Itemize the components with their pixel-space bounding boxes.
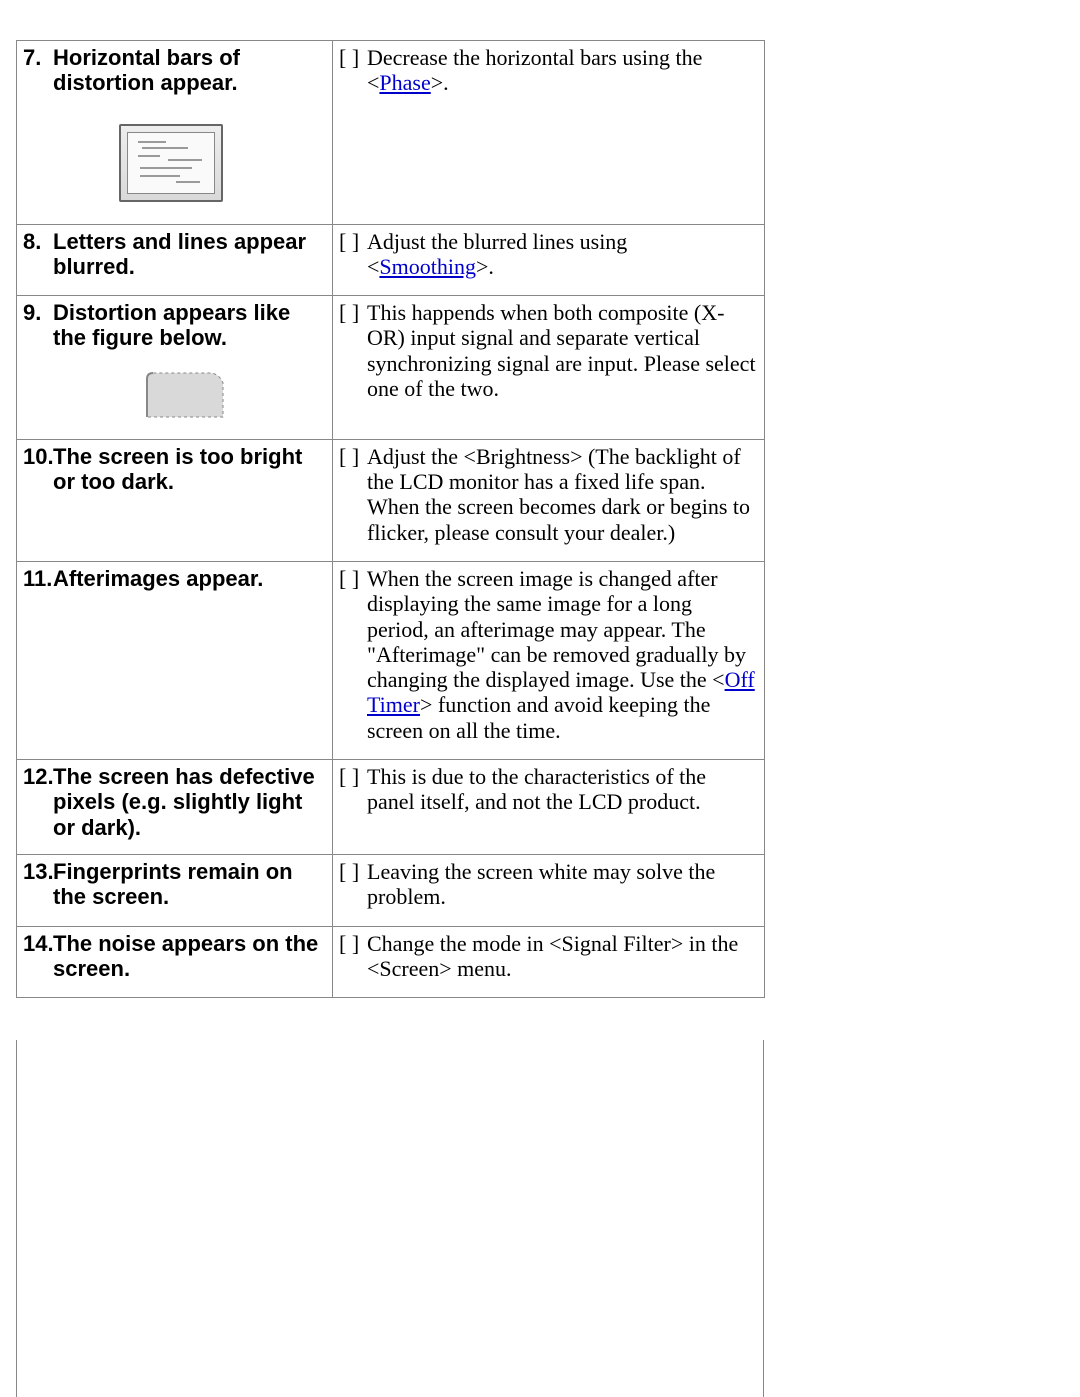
checkbox-marker: [ ] [339,45,367,96]
solution-text-post: >. [431,70,449,95]
problem-text: Distortion appears like the figure below… [53,300,326,351]
solution-cell: [ ]When the screen image is changed afte… [333,561,765,759]
problem-number: 12. [23,764,53,840]
solution-cell: [ ]Decrease the horizontal bars using th… [333,41,765,225]
problem-cell: 10.The screen is too bright or too dark. [17,439,333,561]
solution-text-pre: Leaving the screen white may solve the p… [367,859,715,909]
problem-text: The noise appears on the screen. [53,931,326,982]
table-row: 7.Horizontal bars of distortion appear.[… [17,41,765,225]
solution-text: This is due to the characteristics of th… [367,764,758,815]
right-border-extension [763,1040,764,1397]
solution-link[interactable]: Smoothing [379,254,476,279]
problem-number: 10. [23,444,53,495]
problem-number: 13. [23,859,53,910]
table-row: 14.The noise appears on the screen.[ ]Ch… [17,926,765,998]
solution-text-pre: This happends when both composite (X-OR)… [367,300,756,401]
problem-text: The screen is too bright or too dark. [53,444,326,495]
horizontal-bars-monitor-icon [119,124,223,202]
solution-text-pre: When the screen image is changed after d… [367,566,746,692]
table-row: 10.The screen is too bright or too dark.… [17,439,765,561]
problem-text: The screen has defective pixels (e.g. sl… [53,764,326,840]
checkbox-marker: [ ] [339,444,367,545]
solution-text: This happends when both composite (X-OR)… [367,300,758,401]
solution-text: When the screen image is changed after d… [367,566,758,743]
solution-cell: [ ]This happends when both composite (X-… [333,296,765,440]
checkbox-marker: [ ] [339,300,367,401]
checkbox-marker: [ ] [339,566,367,743]
problem-cell: 8.Letters and lines appear blurred. [17,224,333,296]
problem-text: Horizontal bars of distortion appear. [53,45,326,96]
table-row: 13.Fingerprints remain on the screen.[ ]… [17,854,765,926]
troubleshoot-table: 7.Horizontal bars of distortion appear.[… [16,40,765,998]
solution-text-pre: This is due to the characteristics of th… [367,764,706,814]
problem-cell: 14.The noise appears on the screen. [17,926,333,998]
solution-text-post: >. [476,254,494,279]
table-row: 11.Afterimages appear.[ ]When the screen… [17,561,765,759]
distortion-figure-icon [143,369,231,421]
solution-cell: [ ]Change the mode in <Signal Filter> in… [333,926,765,998]
table-row: 12.The screen has defective pixels (e.g.… [17,760,765,855]
problem-cell: 13.Fingerprints remain on the screen. [17,854,333,926]
table-row: 8.Letters and lines appear blurred.[ ]Ad… [17,224,765,296]
solution-cell: [ ]Leaving the screen white may solve th… [333,854,765,926]
problem-number: 7. [23,45,53,96]
problem-number: 11. [23,566,53,591]
problem-text: Letters and lines appear blurred. [53,229,326,280]
problem-cell: 7.Horizontal bars of distortion appear. [17,41,333,225]
checkbox-marker: [ ] [339,229,367,280]
solution-text: Change the mode in <Signal Filter> in th… [367,931,758,982]
solution-text: Leaving the screen white may solve the p… [367,859,758,910]
solution-link[interactable]: Phase [379,70,430,95]
problem-text: Afterimages appear. [53,566,326,591]
table-row: 9.Distortion appears like the figure bel… [17,296,765,440]
problem-number: 9. [23,300,53,351]
solution-cell: [ ]This is due to the characteristics of… [333,760,765,855]
problem-text: Fingerprints remain on the screen. [53,859,326,910]
problem-number: 14. [23,931,53,982]
left-border-extension [16,1040,17,1397]
troubleshoot-tbody: 7.Horizontal bars of distortion appear.[… [17,41,765,998]
solution-text: Adjust the <Brightness> (The backlight o… [367,444,758,545]
problem-cell: 9.Distortion appears like the figure bel… [17,296,333,440]
problem-cell: 12.The screen has defective pixels (e.g.… [17,760,333,855]
checkbox-marker: [ ] [339,931,367,982]
solution-text-pre: Change the mode in <Signal Filter> in th… [367,931,738,981]
problem-cell: 11.Afterimages appear. [17,561,333,759]
checkbox-marker: [ ] [339,859,367,910]
page: 7.Horizontal bars of distortion appear.[… [0,0,1080,1397]
solution-cell: [ ]Adjust the blurred lines using <Smoot… [333,224,765,296]
solution-text: Adjust the blurred lines using <Smoothin… [367,229,758,280]
solution-text-pre: Adjust the <Brightness> (The backlight o… [367,444,750,545]
problem-number: 8. [23,229,53,280]
solution-cell: [ ]Adjust the <Brightness> (The backligh… [333,439,765,561]
solution-text: Decrease the horizontal bars using the <… [367,45,758,96]
checkbox-marker: [ ] [339,764,367,815]
